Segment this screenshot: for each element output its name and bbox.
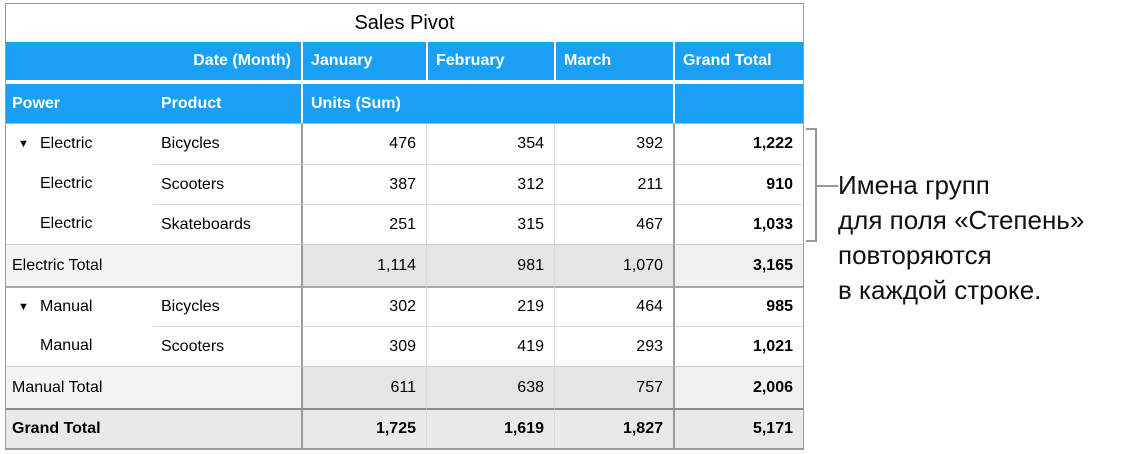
header-grand-total: Grand Total (673, 42, 803, 80)
march-value: 464 (554, 286, 673, 326)
table-row-manual-scooters: Manual Scooters 309 419 293 1,021 (6, 326, 803, 366)
grand-total-label: Grand Total (6, 408, 301, 448)
annotation-text: Имена групп для поля «Степень» повторяют… (838, 168, 1084, 308)
february-value: 1,619 (426, 408, 554, 448)
table-title: Sales Pivot (6, 4, 803, 42)
subtotal-label: Electric Total (6, 244, 301, 286)
product-cell: Skateboards (153, 204, 301, 244)
january-value: 476 (301, 124, 426, 164)
power-label: Manual (40, 298, 93, 315)
grand-total-value: 5,171 (673, 408, 803, 448)
power-cell: Electric (6, 164, 153, 204)
annotation-bracket-tick (815, 185, 838, 187)
header-gap (6, 80, 803, 84)
march-value: 757 (554, 366, 673, 408)
table-row-manual-total: Manual Total 611 638 757 2,006 (6, 366, 803, 408)
table-title-text: Sales Pivot (354, 11, 455, 34)
disclosure-triangle-icon[interactable]: ▼ (18, 138, 29, 150)
table-row-electric-scooters: Electric Scooters 387 312 211 910 (6, 164, 803, 204)
grand-total-value: 1,222 (673, 124, 803, 164)
march-value: 467 (554, 204, 673, 244)
annotation-line: для поля «Степень» (838, 205, 1085, 235)
subtotal-label: Manual Total (6, 366, 301, 408)
power-cell: Electric (6, 204, 153, 244)
february-value: 638 (426, 366, 554, 408)
january-value: 302 (301, 286, 426, 326)
header-row-fields: Power Product Units (Sum) (6, 84, 803, 123)
march-value: 211 (554, 164, 673, 204)
power-label: Manual (40, 337, 93, 354)
power-cell: Manual (6, 326, 153, 366)
annotation-line: в каждой строке. (838, 275, 1042, 305)
march-value: 392 (554, 124, 673, 164)
annotation-line: Имена групп (838, 170, 990, 200)
january-value: 1,725 (301, 408, 426, 448)
product-cell: Scooters (153, 164, 301, 204)
february-value: 981 (426, 244, 554, 286)
grand-total-value: 985 (673, 286, 803, 326)
sales-pivot-table: Sales Pivot Date (Month) January Februar… (5, 3, 804, 450)
grand-total-value: 910 (673, 164, 803, 204)
table-body: ▼ Electric Bicycles 476 354 392 1,222 El… (6, 123, 803, 448)
power-cell: ▼ Manual (6, 286, 153, 326)
february-value: 219 (426, 286, 554, 326)
power-cell: ▼ Electric (6, 124, 153, 164)
table-row-grand-total: Grand Total 1,725 1,619 1,827 5,171 (6, 408, 803, 448)
power-label: Electric (40, 175, 93, 192)
header-march: March (554, 42, 673, 80)
header-power-product: Power Product (6, 84, 301, 123)
january-value: 251 (301, 204, 426, 244)
grand-total-value: 1,021 (673, 326, 803, 366)
february-value: 312 (426, 164, 554, 204)
header-grand-total-empty (673, 84, 803, 123)
product-cell: Bicycles (153, 286, 301, 326)
power-label: Electric (40, 215, 93, 232)
header-date-month: Date (Month) (193, 52, 291, 69)
february-value: 315 (426, 204, 554, 244)
table-row-electric-bicycles: ▼ Electric Bicycles 476 354 392 1,222 (6, 124, 803, 164)
grand-total-value: 2,006 (673, 366, 803, 408)
january-value: 1,114 (301, 244, 426, 286)
power-label: Electric (40, 135, 93, 152)
header-product: Product (161, 94, 222, 112)
grand-total-value: 1,033 (673, 204, 803, 244)
march-value: 1,070 (554, 244, 673, 286)
january-value: 611 (301, 366, 426, 408)
march-value: 1,827 (554, 408, 673, 448)
disclosure-triangle-icon[interactable]: ▼ (18, 301, 29, 313)
header-january: January (301, 42, 426, 80)
product-cell: Scooters (153, 326, 301, 366)
product-cell: Bicycles (161, 135, 220, 152)
march-value: 293 (554, 326, 673, 366)
annotation-line: повторяются (838, 240, 992, 270)
table-row-electric-skateboards: Electric Skateboards 251 315 467 1,033 (6, 204, 803, 244)
table-row-electric-total: Electric Total 1,114 981 1,070 3,165 (6, 244, 803, 286)
header-units-sum: Units (Sum) (301, 84, 673, 123)
header-february: February (426, 42, 554, 80)
february-value: 354 (426, 124, 554, 164)
header-power: Power (12, 94, 61, 112)
grand-total-value: 3,165 (673, 244, 803, 286)
february-value: 419 (426, 326, 554, 366)
header-row-months: Date (Month) January February March Gran… (6, 42, 803, 80)
january-value: 309 (301, 326, 426, 366)
table-row-manual-bicycles: ▼ Manual Bicycles 302 219 464 985 (6, 286, 803, 326)
january-value: 387 (301, 164, 426, 204)
